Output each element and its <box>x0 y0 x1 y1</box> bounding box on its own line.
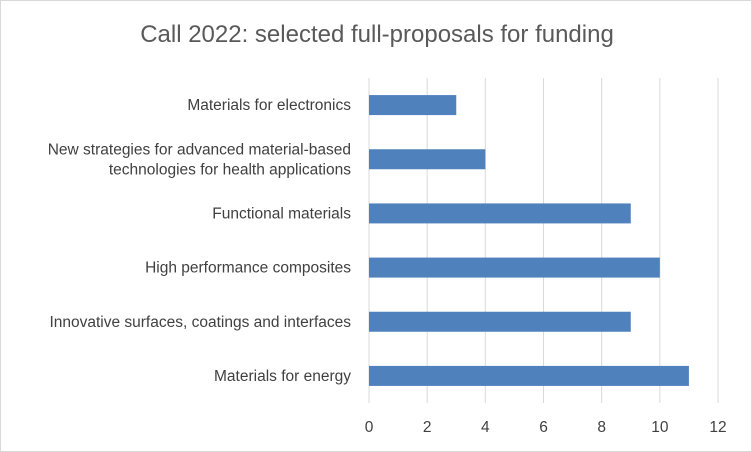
bar <box>369 365 689 386</box>
bar <box>369 257 660 278</box>
x-tick-label: 4 <box>481 419 490 436</box>
category-label: New strategies for advanced material-bas… <box>48 141 351 158</box>
x-tick-label: 12 <box>709 419 726 436</box>
x-tick-label: 8 <box>597 419 606 436</box>
category-label: High performance composites <box>145 260 351 277</box>
chart-title: Call 2022: selected full-proposals for f… <box>140 21 614 48</box>
category-label: Functional materials <box>212 205 351 222</box>
category-label: technologies for health applications <box>109 161 351 178</box>
x-tick-label: 6 <box>539 419 548 436</box>
bars <box>369 95 689 386</box>
x-tick-labels: 0 2 4 6 8 10 12 <box>365 419 727 436</box>
x-tick-label: 2 <box>423 419 432 436</box>
x-tick-label: 0 <box>365 419 374 436</box>
category-label: Materials for energy <box>214 368 351 385</box>
gridlines <box>368 78 719 403</box>
bar <box>369 311 631 332</box>
category-labels: Materials for electronics New strategies … <box>48 97 352 385</box>
bar <box>369 149 486 170</box>
category-label: Innovative surfaces, coatings and interf… <box>49 314 351 331</box>
category-label: Materials for electronics <box>187 97 351 114</box>
bar <box>369 95 457 116</box>
bar <box>369 203 631 224</box>
x-tick-label: 10 <box>651 419 669 436</box>
